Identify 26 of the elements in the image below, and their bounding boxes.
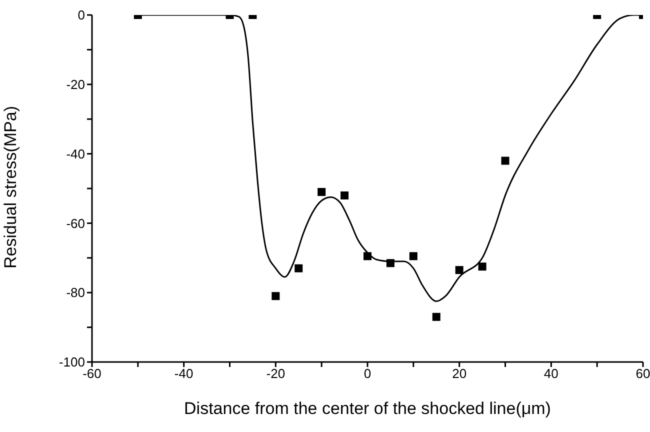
x-tick-label: 60: [636, 366, 650, 382]
x-tick-label: 0: [364, 366, 372, 382]
x-tick-label: 20: [452, 366, 467, 382]
x-tick-label: -40: [174, 366, 194, 382]
point: [478, 262, 486, 271]
y-tick-label: -20: [66, 77, 85, 92]
point: [340, 191, 349, 200]
point: [386, 259, 394, 268]
y-tick-label: -80: [66, 285, 85, 300]
point: [364, 252, 372, 260]
x-tick-label: -20: [266, 366, 286, 382]
point: [318, 188, 326, 196]
y-tick-label: -60: [66, 216, 85, 231]
point: [455, 266, 464, 274]
point: [409, 252, 418, 260]
point: [501, 156, 510, 165]
x-tick-label: -60: [82, 366, 102, 382]
point: [294, 264, 303, 272]
point: [432, 312, 440, 321]
y-axis-title: Residual stress(MPa): [1, 106, 20, 268]
x-axis-title: Distance from the center of the shocked line(μm): [184, 399, 551, 418]
x-tick-label: 40: [544, 366, 558, 382]
y-tick-label: -40: [66, 146, 85, 162]
y-tick-label: -100: [58, 354, 85, 370]
y-tick-label: 0: [78, 8, 85, 23]
point: [272, 292, 280, 300]
